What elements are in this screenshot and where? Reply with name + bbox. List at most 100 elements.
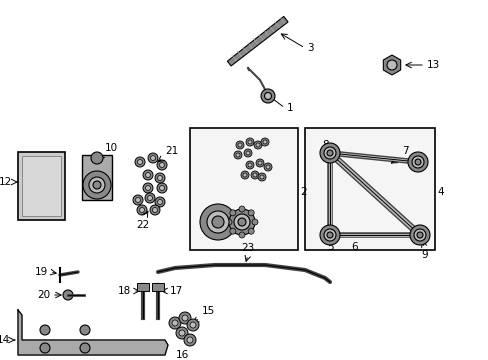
Circle shape [234, 214, 249, 230]
Bar [82, 155, 112, 200]
Text: 8: 8 [322, 140, 328, 150]
Circle shape [157, 175, 162, 180]
Text: 18: 18 [118, 286, 131, 296]
Circle shape [93, 181, 101, 189]
Text: 6: 6 [351, 242, 358, 252]
Circle shape [256, 143, 260, 147]
Circle shape [157, 199, 162, 204]
Circle shape [63, 290, 73, 300]
Circle shape [212, 216, 224, 228]
Circle shape [40, 343, 50, 353]
Bar [22, 156, 61, 216]
Text: 13: 13 [426, 60, 439, 70]
Circle shape [258, 161, 262, 165]
Circle shape [183, 334, 196, 346]
Circle shape [137, 159, 142, 165]
Circle shape [407, 152, 427, 172]
Circle shape [256, 159, 264, 167]
Circle shape [248, 210, 254, 216]
Circle shape [139, 207, 144, 212]
Circle shape [145, 185, 150, 190]
Circle shape [159, 185, 164, 190]
Circle shape [225, 219, 231, 225]
Circle shape [253, 141, 262, 149]
Circle shape [206, 211, 228, 233]
Text: 23: 23 [241, 243, 254, 253]
Circle shape [155, 197, 164, 207]
Circle shape [157, 183, 167, 193]
Circle shape [250, 171, 259, 179]
Circle shape [176, 327, 187, 339]
Circle shape [264, 163, 271, 171]
Circle shape [245, 161, 253, 169]
Circle shape [142, 170, 153, 180]
Circle shape [248, 228, 254, 234]
Circle shape [179, 330, 184, 336]
Bar [137, 283, 149, 291]
Circle shape [261, 138, 268, 146]
Circle shape [228, 209, 254, 235]
Circle shape [243, 173, 246, 177]
Circle shape [157, 160, 167, 170]
Circle shape [411, 156, 423, 168]
Circle shape [319, 143, 339, 163]
Circle shape [324, 229, 335, 241]
Bar [190, 128, 297, 250]
Circle shape [244, 149, 251, 157]
Polygon shape [383, 55, 400, 75]
Circle shape [260, 175, 264, 179]
Bar [18, 152, 65, 220]
Circle shape [145, 193, 155, 203]
Text: 7: 7 [401, 146, 408, 156]
Circle shape [251, 219, 258, 225]
Text: 4: 4 [436, 187, 443, 197]
Circle shape [152, 207, 157, 212]
Text: 17: 17 [170, 286, 183, 296]
Circle shape [200, 204, 236, 240]
Circle shape [91, 152, 103, 164]
Circle shape [150, 156, 155, 161]
Circle shape [159, 162, 164, 167]
Text: 9: 9 [421, 250, 427, 260]
Circle shape [145, 172, 150, 177]
Circle shape [229, 228, 235, 234]
Circle shape [245, 151, 249, 155]
Circle shape [135, 198, 140, 202]
Circle shape [409, 225, 429, 245]
Text: 10: 10 [105, 143, 118, 153]
Circle shape [186, 337, 193, 343]
Circle shape [247, 163, 251, 167]
Circle shape [155, 173, 164, 183]
Circle shape [40, 325, 50, 335]
Circle shape [236, 153, 240, 157]
Circle shape [133, 195, 142, 205]
Circle shape [247, 140, 251, 144]
Circle shape [190, 322, 196, 328]
Circle shape [239, 232, 244, 238]
Text: 3: 3 [306, 43, 313, 53]
Bar [305, 128, 434, 250]
Circle shape [147, 195, 152, 201]
Polygon shape [18, 310, 168, 355]
Circle shape [229, 210, 235, 216]
Text: 2: 2 [299, 187, 306, 197]
Bar [152, 283, 163, 291]
Circle shape [182, 315, 187, 321]
Circle shape [265, 165, 269, 169]
Text: 15: 15 [202, 306, 215, 316]
Circle shape [238, 218, 245, 226]
Circle shape [137, 205, 147, 215]
Circle shape [172, 320, 178, 326]
Text: 11: 11 [209, 213, 223, 223]
Circle shape [135, 157, 145, 167]
Circle shape [142, 183, 153, 193]
Circle shape [80, 325, 90, 335]
Circle shape [238, 143, 242, 147]
Circle shape [252, 173, 257, 177]
Circle shape [386, 60, 396, 70]
Circle shape [326, 150, 332, 156]
Text: 21: 21 [164, 146, 178, 156]
Circle shape [236, 141, 244, 149]
Circle shape [169, 317, 181, 329]
Circle shape [264, 93, 271, 99]
